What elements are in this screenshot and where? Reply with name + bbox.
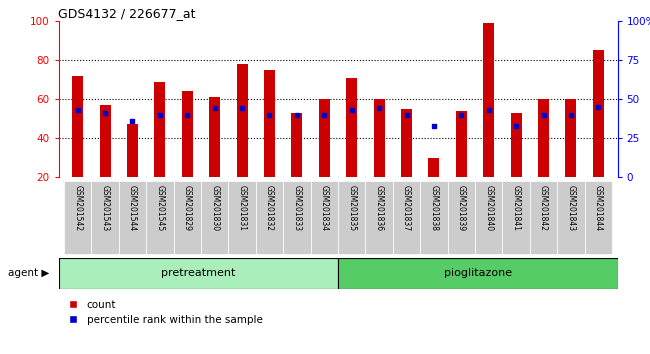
Point [566,112,576,118]
Point [593,104,603,110]
FancyBboxPatch shape [119,181,146,254]
FancyBboxPatch shape [283,181,311,254]
Text: GSM201844: GSM201844 [594,185,603,231]
Text: GSM201842: GSM201842 [539,185,548,231]
FancyBboxPatch shape [201,181,228,254]
FancyBboxPatch shape [448,181,475,254]
Bar [72,76,83,177]
Text: GSM201840: GSM201840 [484,185,493,231]
Bar [593,50,604,177]
FancyBboxPatch shape [338,181,365,254]
Bar [99,105,111,177]
Text: GSM201544: GSM201544 [128,185,137,232]
Point [292,112,302,118]
Bar [511,113,521,177]
FancyBboxPatch shape [502,181,530,254]
Text: GSM201545: GSM201545 [155,185,164,232]
Text: pretreatment: pretreatment [161,268,235,279]
Text: GSM201837: GSM201837 [402,185,411,231]
FancyBboxPatch shape [174,181,201,254]
Point [346,107,357,113]
Bar [428,158,439,177]
Point [100,110,110,116]
Bar [374,99,385,177]
Point [401,112,411,118]
Point [456,112,467,118]
Text: GSM201830: GSM201830 [210,185,219,231]
Bar [318,99,330,177]
Bar [566,99,577,177]
Text: GSM201829: GSM201829 [183,185,192,231]
Text: GSM201836: GSM201836 [374,185,384,231]
Bar [346,78,358,177]
Bar [291,113,302,177]
Bar [155,81,165,177]
Bar [127,124,138,177]
FancyBboxPatch shape [584,181,612,254]
Text: GSM201841: GSM201841 [512,185,521,231]
FancyBboxPatch shape [92,181,119,254]
Text: pioglitazone: pioglitazone [444,268,512,279]
Bar [456,111,467,177]
Text: agent ▶: agent ▶ [8,268,49,279]
Point [374,105,384,111]
Text: GSM201835: GSM201835 [347,185,356,231]
Text: GSM201839: GSM201839 [457,185,466,231]
Bar [483,23,494,177]
Bar [401,109,412,177]
Bar [58,258,338,289]
Point [265,112,275,118]
Bar [209,97,220,177]
Point [538,112,549,118]
Point [511,123,521,129]
Text: GSM201833: GSM201833 [292,185,302,231]
Bar [182,91,193,177]
FancyBboxPatch shape [557,181,584,254]
Text: GSM201543: GSM201543 [101,185,110,232]
FancyBboxPatch shape [256,181,283,254]
Text: GSM201838: GSM201838 [430,185,438,231]
FancyBboxPatch shape [146,181,174,254]
Text: GDS4132 / 226677_at: GDS4132 / 226677_at [58,7,196,20]
Text: GSM201832: GSM201832 [265,185,274,231]
Point [155,112,165,118]
FancyBboxPatch shape [475,181,502,254]
FancyBboxPatch shape [64,181,92,254]
Bar [264,70,275,177]
Text: GSM201843: GSM201843 [566,185,575,231]
Bar [538,99,549,177]
FancyBboxPatch shape [58,258,618,289]
FancyBboxPatch shape [393,181,420,254]
Point [237,105,247,111]
Legend: count, percentile rank within the sample: count, percentile rank within the sample [64,296,266,329]
FancyBboxPatch shape [420,181,448,254]
Bar [338,258,618,289]
FancyBboxPatch shape [311,181,338,254]
FancyBboxPatch shape [365,181,393,254]
FancyBboxPatch shape [228,181,256,254]
Point [209,105,220,111]
Point [319,112,330,118]
Point [429,123,439,129]
Point [127,118,138,124]
Text: GSM201542: GSM201542 [73,185,82,231]
Text: GSM201831: GSM201831 [238,185,246,231]
Text: GSM201834: GSM201834 [320,185,329,231]
FancyBboxPatch shape [530,181,557,254]
Bar [237,64,248,177]
Point [73,107,83,113]
Point [182,112,192,118]
Point [484,107,494,113]
